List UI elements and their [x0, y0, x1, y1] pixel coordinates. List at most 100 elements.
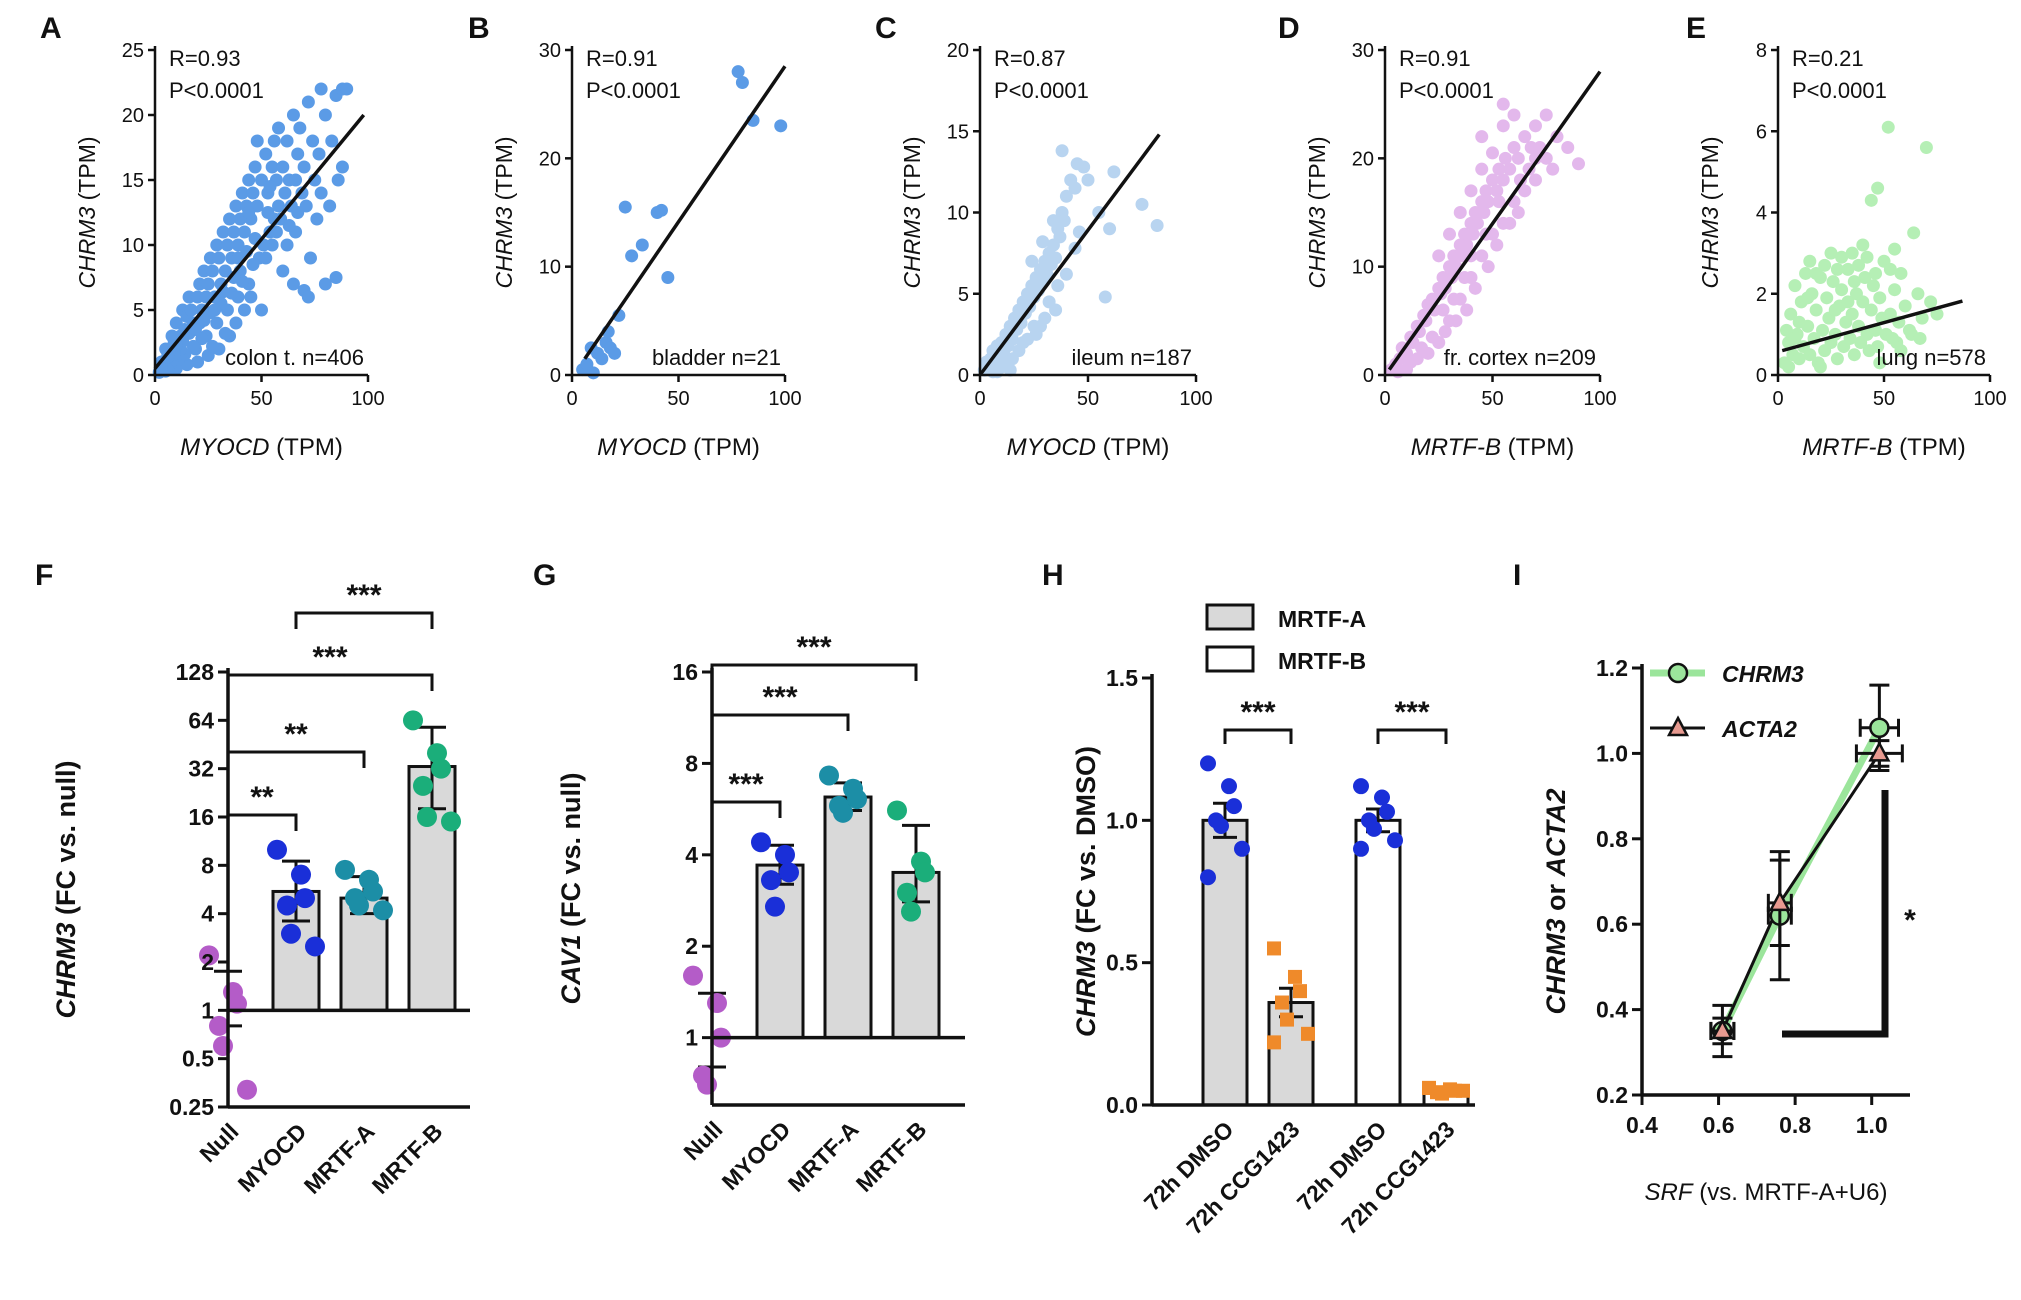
x-tick-label: 0	[149, 388, 160, 410]
data-point	[1507, 141, 1521, 154]
data-point	[1387, 832, 1403, 849]
data-point	[250, 134, 264, 148]
y-axis-label: CAV1 (FC vs. null)	[556, 772, 586, 1004]
data-point	[1293, 984, 1307, 999]
category-label: Null	[678, 1116, 727, 1165]
data-point	[323, 199, 337, 213]
scatter-panel-D: D 0 10 20 30 0 50 100 R=0.91 P<0.0001 fr. cortex n…	[1278, 12, 1617, 461]
data-point	[1103, 222, 1117, 236]
data-point	[1068, 181, 1082, 195]
label-part: (TPM)	[1304, 136, 1330, 206]
data-point	[819, 765, 839, 786]
label-part: (TPM)	[687, 434, 760, 461]
annotation: fr. cortex n=209	[1444, 345, 1596, 370]
data-point	[1873, 291, 1887, 305]
y-tick-label: 6	[1756, 121, 1767, 143]
data-point	[1782, 360, 1796, 374]
data-point	[1391, 365, 1405, 379]
data-point	[1438, 325, 1452, 339]
label-part: CHRM3	[1071, 941, 1101, 1037]
data-point	[1809, 266, 1823, 280]
panel-label-E: E	[1686, 12, 1706, 45]
data-point	[244, 290, 258, 304]
y-tick-label: 0	[133, 365, 144, 387]
data-point	[1529, 173, 1542, 187]
label-part: ACTA2	[1541, 788, 1571, 877]
data-point	[210, 316, 224, 330]
data-point	[314, 186, 328, 200]
data-point	[335, 160, 349, 174]
y-tick-label: 0.5	[182, 1046, 214, 1072]
data-point	[1888, 283, 1902, 297]
data-point	[1479, 184, 1493, 198]
data-point	[291, 147, 305, 161]
x-tick-label: 50	[667, 388, 689, 410]
y-tick-label: 16	[188, 804, 214, 830]
data-point	[1490, 184, 1504, 198]
data-point	[1470, 216, 1484, 230]
scatter-panel-C: C 0 5 10 15 20 0 50 100 R=0.87 P<0.0001 ileum n=187…	[875, 12, 1213, 461]
data-point	[1561, 141, 1575, 154]
panel-label-D: D	[1278, 12, 1300, 45]
data-point	[1081, 173, 1095, 187]
legend-label: MRTF-B	[1278, 648, 1366, 674]
y-tick-label: 0.4	[1596, 997, 1628, 1023]
y-tick-label: 0.0	[1106, 1092, 1138, 1118]
data-point	[1475, 130, 1489, 144]
data-point	[1267, 941, 1281, 956]
x-tick-label: 0	[1772, 388, 1783, 410]
data-point	[1845, 307, 1859, 321]
scatter-panel-B: B 0 10 20 30 0 50 100 R=0.91 P<0.0001 bladder n=21…	[468, 12, 802, 461]
data-point	[1404, 355, 1418, 369]
series-line-CHRM3	[1719, 726, 1883, 1033]
x-tick-label: 100	[1973, 388, 2006, 410]
data-point	[1432, 249, 1446, 263]
data-point	[915, 862, 935, 883]
y-tick-label: 8	[201, 852, 214, 878]
label-part: (TPM)	[491, 136, 517, 206]
legend-swatch	[1205, 603, 1255, 631]
x-tick-label: 50	[1077, 388, 1099, 410]
data-point	[229, 316, 243, 330]
y-tick-label: 30	[1352, 40, 1374, 62]
data-point	[586, 366, 600, 380]
data-point	[1042, 295, 1056, 309]
data-point	[195, 332, 209, 346]
bar	[755, 863, 805, 1040]
data-point	[1098, 290, 1112, 304]
panel-label-I: I	[1513, 559, 1521, 592]
data-point	[272, 121, 286, 135]
y-axis-label: CHRM3 or ACTA2	[1541, 788, 1571, 1014]
y-tick-label: 2	[685, 933, 698, 959]
data-point	[1003, 363, 1017, 377]
data-point	[246, 258, 260, 271]
data-point	[1492, 195, 1506, 209]
y-tick-label: 128	[176, 659, 215, 685]
category-label: 72h CCG1423	[1181, 1116, 1304, 1239]
data-point	[1049, 251, 1063, 265]
stat-r: R=0.21	[1792, 46, 1864, 71]
y-tick-label: 0	[1756, 365, 1767, 387]
data-point	[242, 173, 256, 187]
data-point	[216, 225, 230, 239]
data-point	[1883, 262, 1897, 276]
data-point	[1379, 803, 1395, 820]
y-tick-label: 30	[539, 40, 561, 62]
data-point	[1280, 1012, 1294, 1027]
data-point	[184, 303, 198, 317]
label-part: CHRM3	[1304, 207, 1330, 289]
stat-r: R=0.91	[586, 46, 658, 71]
x-tick-label: 50	[1873, 388, 1895, 410]
data-point	[1353, 778, 1369, 795]
data-point	[683, 965, 703, 986]
label-part: CHRM3	[51, 922, 81, 1018]
data-point	[208, 303, 222, 317]
data-point	[1449, 314, 1463, 328]
data-point	[1053, 230, 1067, 244]
data-point	[1894, 266, 1908, 280]
label-part: (vs. MRTF-A+U6)	[1693, 1179, 1888, 1206]
data-point	[255, 303, 268, 317]
data-point	[441, 811, 461, 832]
data-point	[1898, 299, 1912, 313]
data-point	[635, 238, 649, 252]
